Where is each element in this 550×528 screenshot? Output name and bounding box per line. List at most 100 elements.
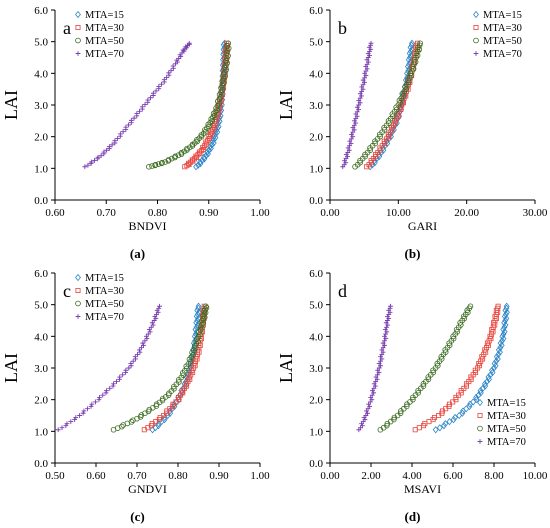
series-MTA=70	[82, 40, 192, 170]
data-point	[381, 127, 388, 133]
data-point	[136, 347, 142, 353]
data-point	[59, 425, 65, 431]
data-point	[104, 147, 110, 153]
data-point	[479, 384, 486, 392]
data-point	[481, 380, 488, 388]
data-point	[498, 341, 505, 350]
data-point	[436, 424, 443, 432]
data-point	[153, 401, 160, 407]
data-point	[104, 388, 109, 394]
data-point	[55, 427, 61, 433]
data-point	[470, 398, 477, 406]
data-point	[493, 353, 500, 361]
legend-label: MTA=30	[483, 23, 522, 34]
data-point	[68, 419, 74, 425]
legend-marker	[477, 412, 483, 418]
series-MTA=50	[352, 40, 424, 170]
legend-marker	[75, 24, 81, 30]
data-point	[184, 375, 191, 383]
data-point	[495, 303, 501, 309]
x-tick-label: 0.60	[45, 207, 65, 219]
data-point	[89, 159, 94, 165]
data-point	[132, 354, 138, 360]
data-point	[495, 350, 502, 359]
data-point	[406, 60, 412, 68]
data-point	[409, 39, 415, 47]
legend-label: MTA=70	[85, 49, 124, 60]
x-tick-label: 0.90	[209, 470, 229, 482]
data-point	[103, 390, 109, 396]
data-point	[197, 327, 204, 333]
y-tick-label: 1.0	[309, 163, 323, 175]
data-point	[417, 40, 424, 47]
x-tick-label: 10.00	[386, 207, 411, 219]
series-MTA=30	[412, 303, 501, 433]
y-axis-label: LAI	[1, 353, 21, 383]
data-point	[503, 302, 510, 310]
data-point	[97, 395, 102, 400]
data-point	[405, 56, 412, 64]
data-point	[145, 97, 151, 103]
data-point	[126, 365, 132, 371]
data-point	[159, 397, 166, 404]
legend-label: MTA=50	[85, 36, 124, 47]
data-point	[128, 361, 134, 366]
data-point	[156, 84, 162, 89]
data-point	[407, 47, 414, 56]
x-tick-label: 0.00	[320, 470, 340, 482]
data-point	[93, 399, 98, 405]
data-point	[430, 369, 437, 376]
data-point	[367, 404, 373, 409]
data-point	[194, 310, 201, 319]
legend: MTA=15 MTA=30 MTA=50 MTA=70	[75, 10, 124, 60]
data-point	[156, 399, 163, 406]
y-tick-label: 2.0	[34, 395, 48, 407]
data-point	[210, 110, 217, 117]
data-point	[214, 128, 221, 136]
panel-d: 0.0 1.0 2.0 3.0 4.0 5.0 6.0 0.00 2.00 4.00 6.00 8.0…	[276, 268, 548, 524]
data-point	[502, 316, 509, 325]
legend: MTA=15 MTA=30 MTA=50 MTA=70	[75, 273, 124, 323]
data-point	[197, 158, 203, 166]
x-tick-label: 1.00	[250, 470, 270, 482]
data-point	[150, 322, 156, 328]
data-point	[501, 319, 507, 327]
data-point	[114, 379, 119, 384]
series-MTA=70	[340, 40, 374, 170]
data-point	[112, 138, 118, 144]
data-point	[384, 324, 389, 330]
data-point	[491, 359, 498, 368]
data-point	[85, 406, 90, 412]
data-point	[92, 158, 97, 163]
data-point	[82, 164, 88, 170]
data-point	[166, 407, 173, 415]
data-point	[172, 153, 179, 160]
y-tick-label: 2.0	[309, 395, 323, 407]
data-point	[186, 40, 192, 46]
data-point	[176, 379, 182, 385]
y-tick-label: 1.0	[34, 163, 48, 175]
x-tick-label: 8.00	[484, 470, 504, 482]
legend-marker	[473, 24, 479, 30]
data-point	[362, 153, 368, 160]
panel-letter: c	[63, 281, 71, 301]
data-point	[501, 328, 508, 336]
panel-caption: (a)	[130, 246, 145, 261]
legend-label: MTA=15	[483, 10, 522, 21]
series-MTA=15	[432, 302, 510, 434]
data-point	[491, 364, 497, 372]
data-point	[203, 303, 209, 310]
data-point	[193, 312, 200, 321]
data-point	[452, 413, 458, 422]
legend-label: MTA=50	[483, 36, 522, 47]
data-point	[425, 376, 432, 383]
data-point	[494, 355, 501, 363]
data-point	[101, 149, 107, 155]
data-point	[473, 393, 480, 402]
y-tick-label: 6.0	[309, 268, 323, 280]
x-tick-label: 30.00	[523, 207, 548, 219]
data-point	[157, 303, 162, 309]
data-point	[170, 63, 176, 69]
data-point	[171, 386, 177, 392]
